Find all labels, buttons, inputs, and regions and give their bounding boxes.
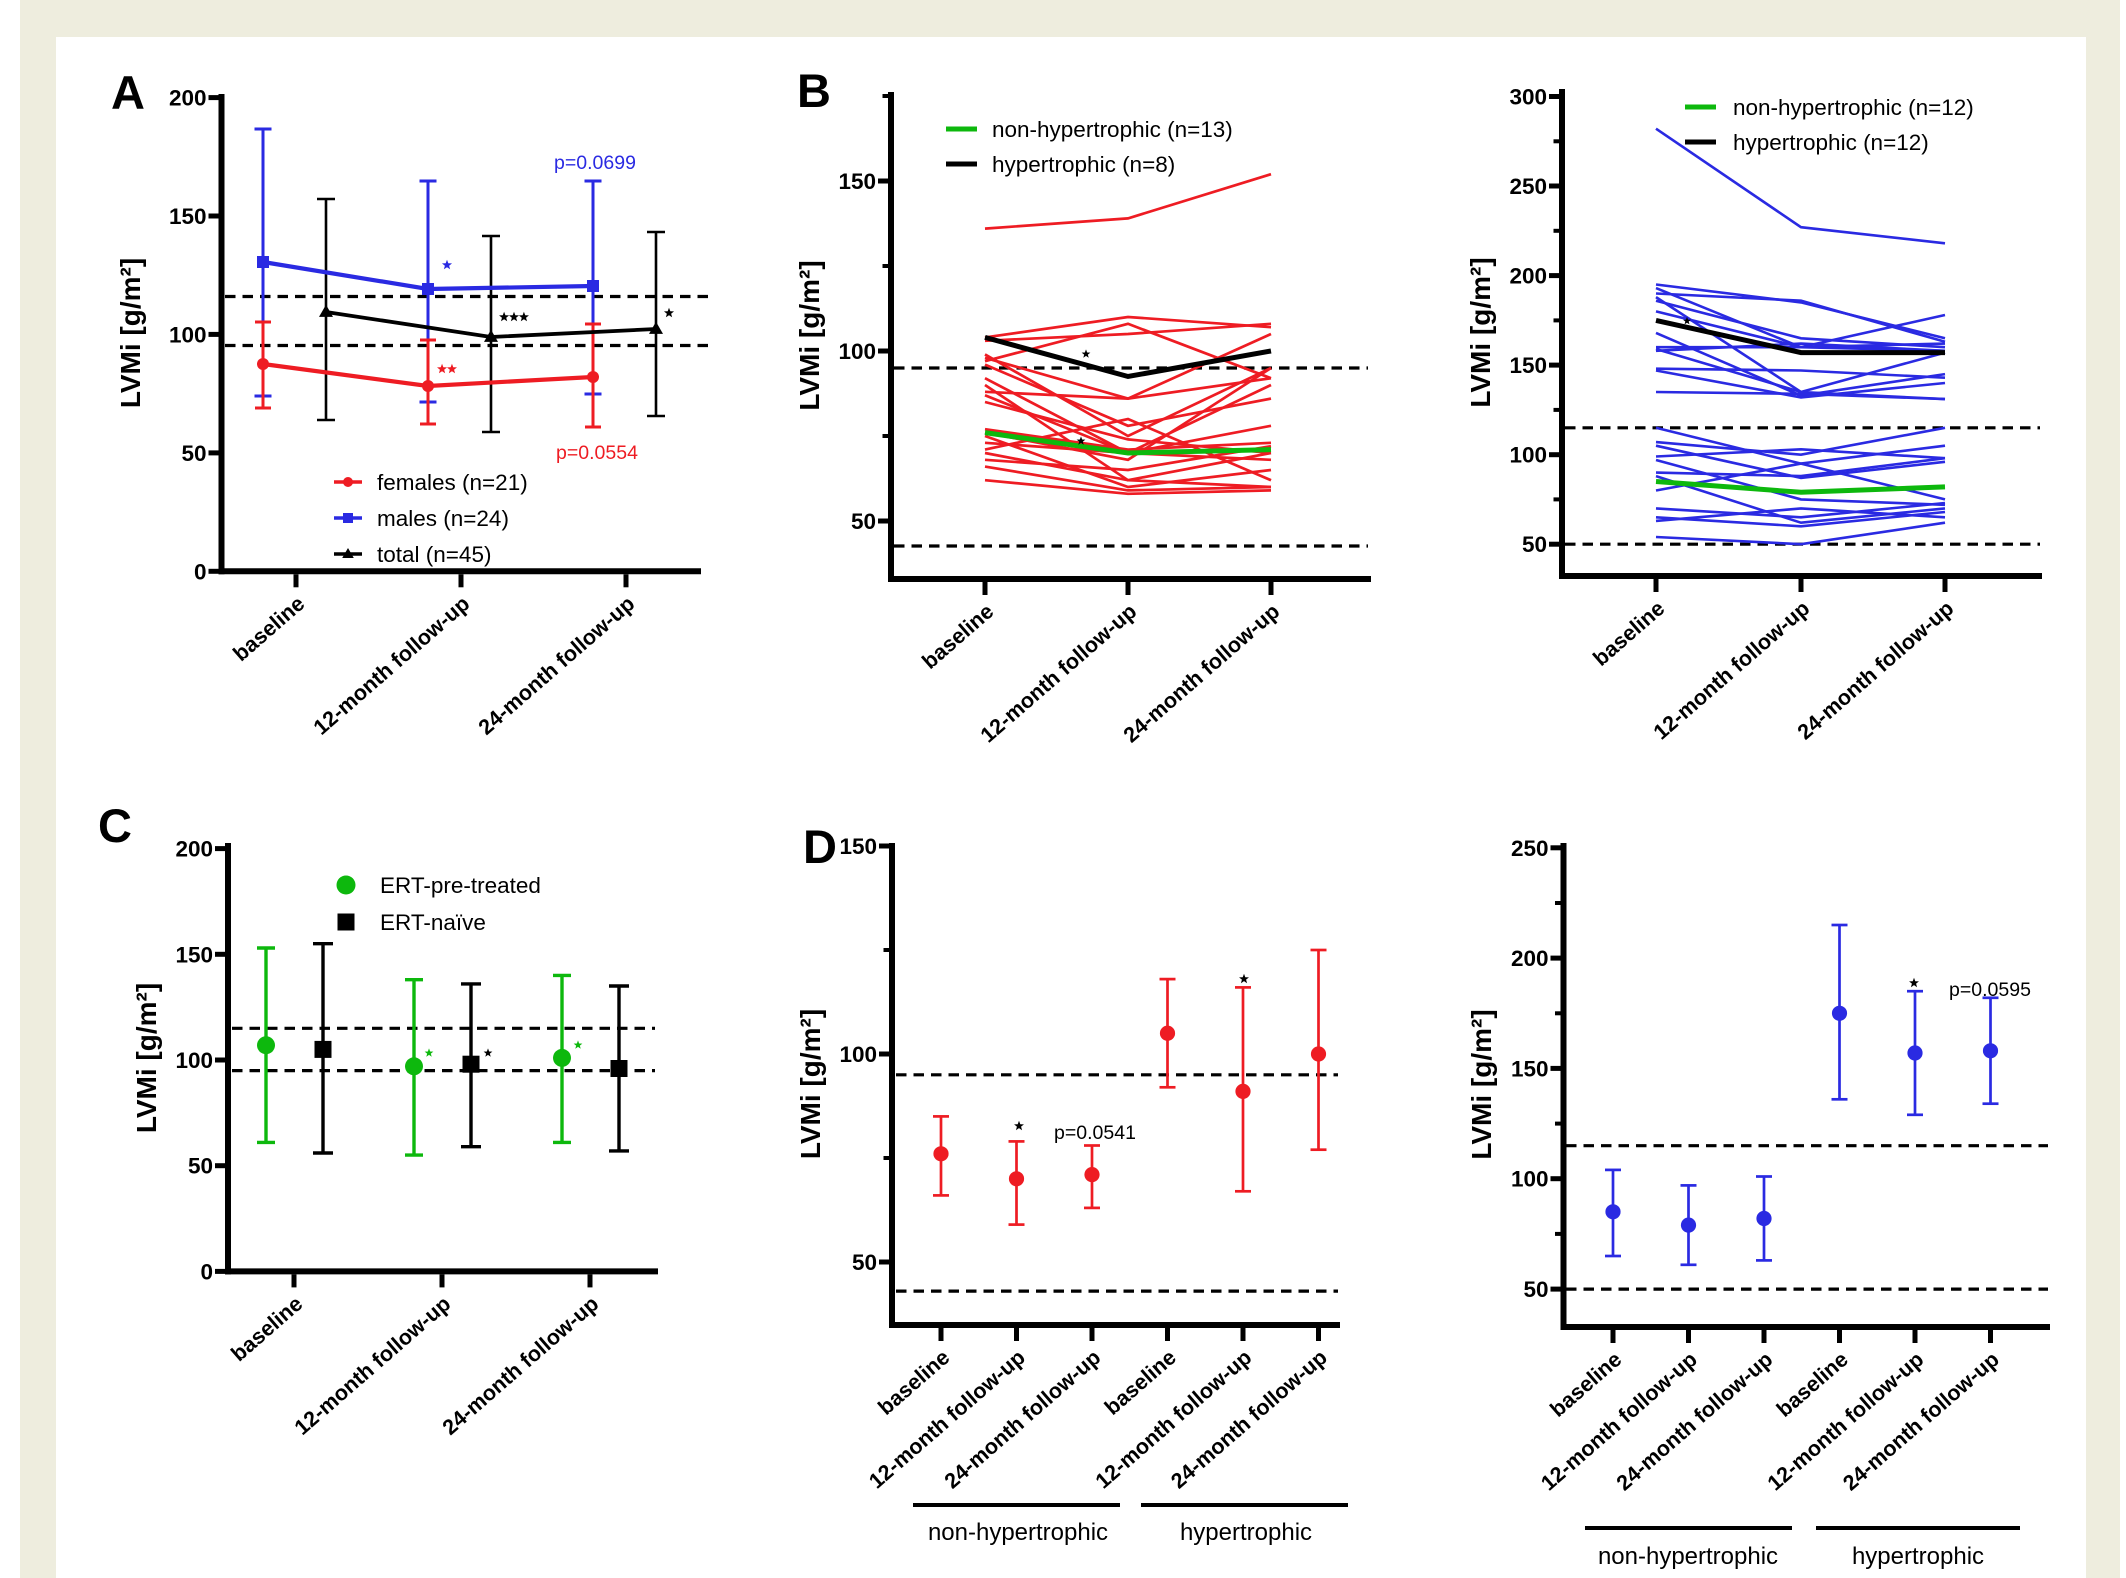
svg-text:LVMi [g/m²]: LVMi [g/m²] xyxy=(1466,1009,1497,1159)
svg-text:non-hypertrophic: non-hypertrophic xyxy=(928,1519,1108,1546)
svg-text:hypertrophic (n=8): hypertrophic (n=8) xyxy=(992,152,1175,177)
svg-text:100: 100 xyxy=(1509,443,1547,468)
svg-text:non-hypertrophic: non-hypertrophic xyxy=(1598,1543,1778,1570)
svg-text:p=0.0595: p=0.0595 xyxy=(1949,979,2031,1001)
svg-text:p=0.0541: p=0.0541 xyxy=(1054,1122,1136,1144)
svg-text:LVMi [g/m²]: LVMi [g/m²] xyxy=(795,1009,826,1159)
svg-text:100: 100 xyxy=(175,1048,213,1073)
svg-text:p=0.0554: p=0.0554 xyxy=(556,442,638,464)
svg-text:150: 150 xyxy=(839,834,877,859)
svg-text:hypertrophic (n=12): hypertrophic (n=12) xyxy=(1733,130,1929,155)
svg-text:total (n=45): total (n=45) xyxy=(377,542,491,567)
svg-text:LVMi [g/m²]: LVMi [g/m²] xyxy=(115,258,146,408)
svg-text:200: 200 xyxy=(175,837,213,862)
svg-text:100: 100 xyxy=(169,322,207,347)
svg-text:150: 150 xyxy=(169,204,207,229)
svg-text:250: 250 xyxy=(1509,174,1547,199)
svg-text:50: 50 xyxy=(188,1154,213,1179)
svg-text:hypertrophic: hypertrophic xyxy=(1852,1543,1984,1570)
svg-text:100: 100 xyxy=(839,1042,877,1067)
svg-text:50: 50 xyxy=(851,509,876,534)
svg-text:50: 50 xyxy=(181,441,206,466)
svg-text:p=0.0699: p=0.0699 xyxy=(554,152,636,174)
svg-text:250: 250 xyxy=(1511,836,1549,861)
svg-text:non-hypertrophic (n=12): non-hypertrophic (n=12) xyxy=(1733,95,1974,120)
svg-text:0: 0 xyxy=(200,1259,213,1284)
svg-text:50: 50 xyxy=(1523,1277,1548,1302)
svg-text:100: 100 xyxy=(838,339,876,364)
svg-text:B: B xyxy=(797,64,831,117)
svg-text:C: C xyxy=(98,799,132,852)
svg-text:ERT-naïve: ERT-naïve xyxy=(380,910,486,935)
svg-text:A: A xyxy=(111,66,145,119)
svg-text:males (n=24): males (n=24) xyxy=(377,506,509,531)
svg-text:D: D xyxy=(803,820,837,873)
svg-text:LVMi [g/m²]: LVMi [g/m²] xyxy=(131,983,162,1133)
svg-text:50: 50 xyxy=(852,1250,877,1275)
svg-text:300: 300 xyxy=(1509,85,1547,110)
svg-text:150: 150 xyxy=(1511,1056,1549,1081)
svg-text:LVMi [g/m²]: LVMi [g/m²] xyxy=(794,260,825,410)
svg-text:0: 0 xyxy=(194,559,207,584)
svg-text:hypertrophic: hypertrophic xyxy=(1180,1519,1312,1546)
svg-text:LVMi [g/m²]: LVMi [g/m²] xyxy=(1465,257,1496,407)
svg-text:200: 200 xyxy=(1511,946,1549,971)
svg-text:50: 50 xyxy=(1522,532,1547,557)
svg-text:200: 200 xyxy=(169,86,207,111)
svg-text:150: 150 xyxy=(1509,353,1547,378)
svg-text:ERT-pre-treated: ERT-pre-treated xyxy=(380,873,541,898)
svg-text:150: 150 xyxy=(175,942,213,967)
svg-text:females (n=21): females (n=21) xyxy=(377,470,528,495)
svg-text:200: 200 xyxy=(1509,264,1547,289)
svg-text:100: 100 xyxy=(1511,1167,1549,1192)
svg-text:150: 150 xyxy=(838,169,876,194)
svg-text:non-hypertrophic (n=13): non-hypertrophic (n=13) xyxy=(992,117,1233,142)
